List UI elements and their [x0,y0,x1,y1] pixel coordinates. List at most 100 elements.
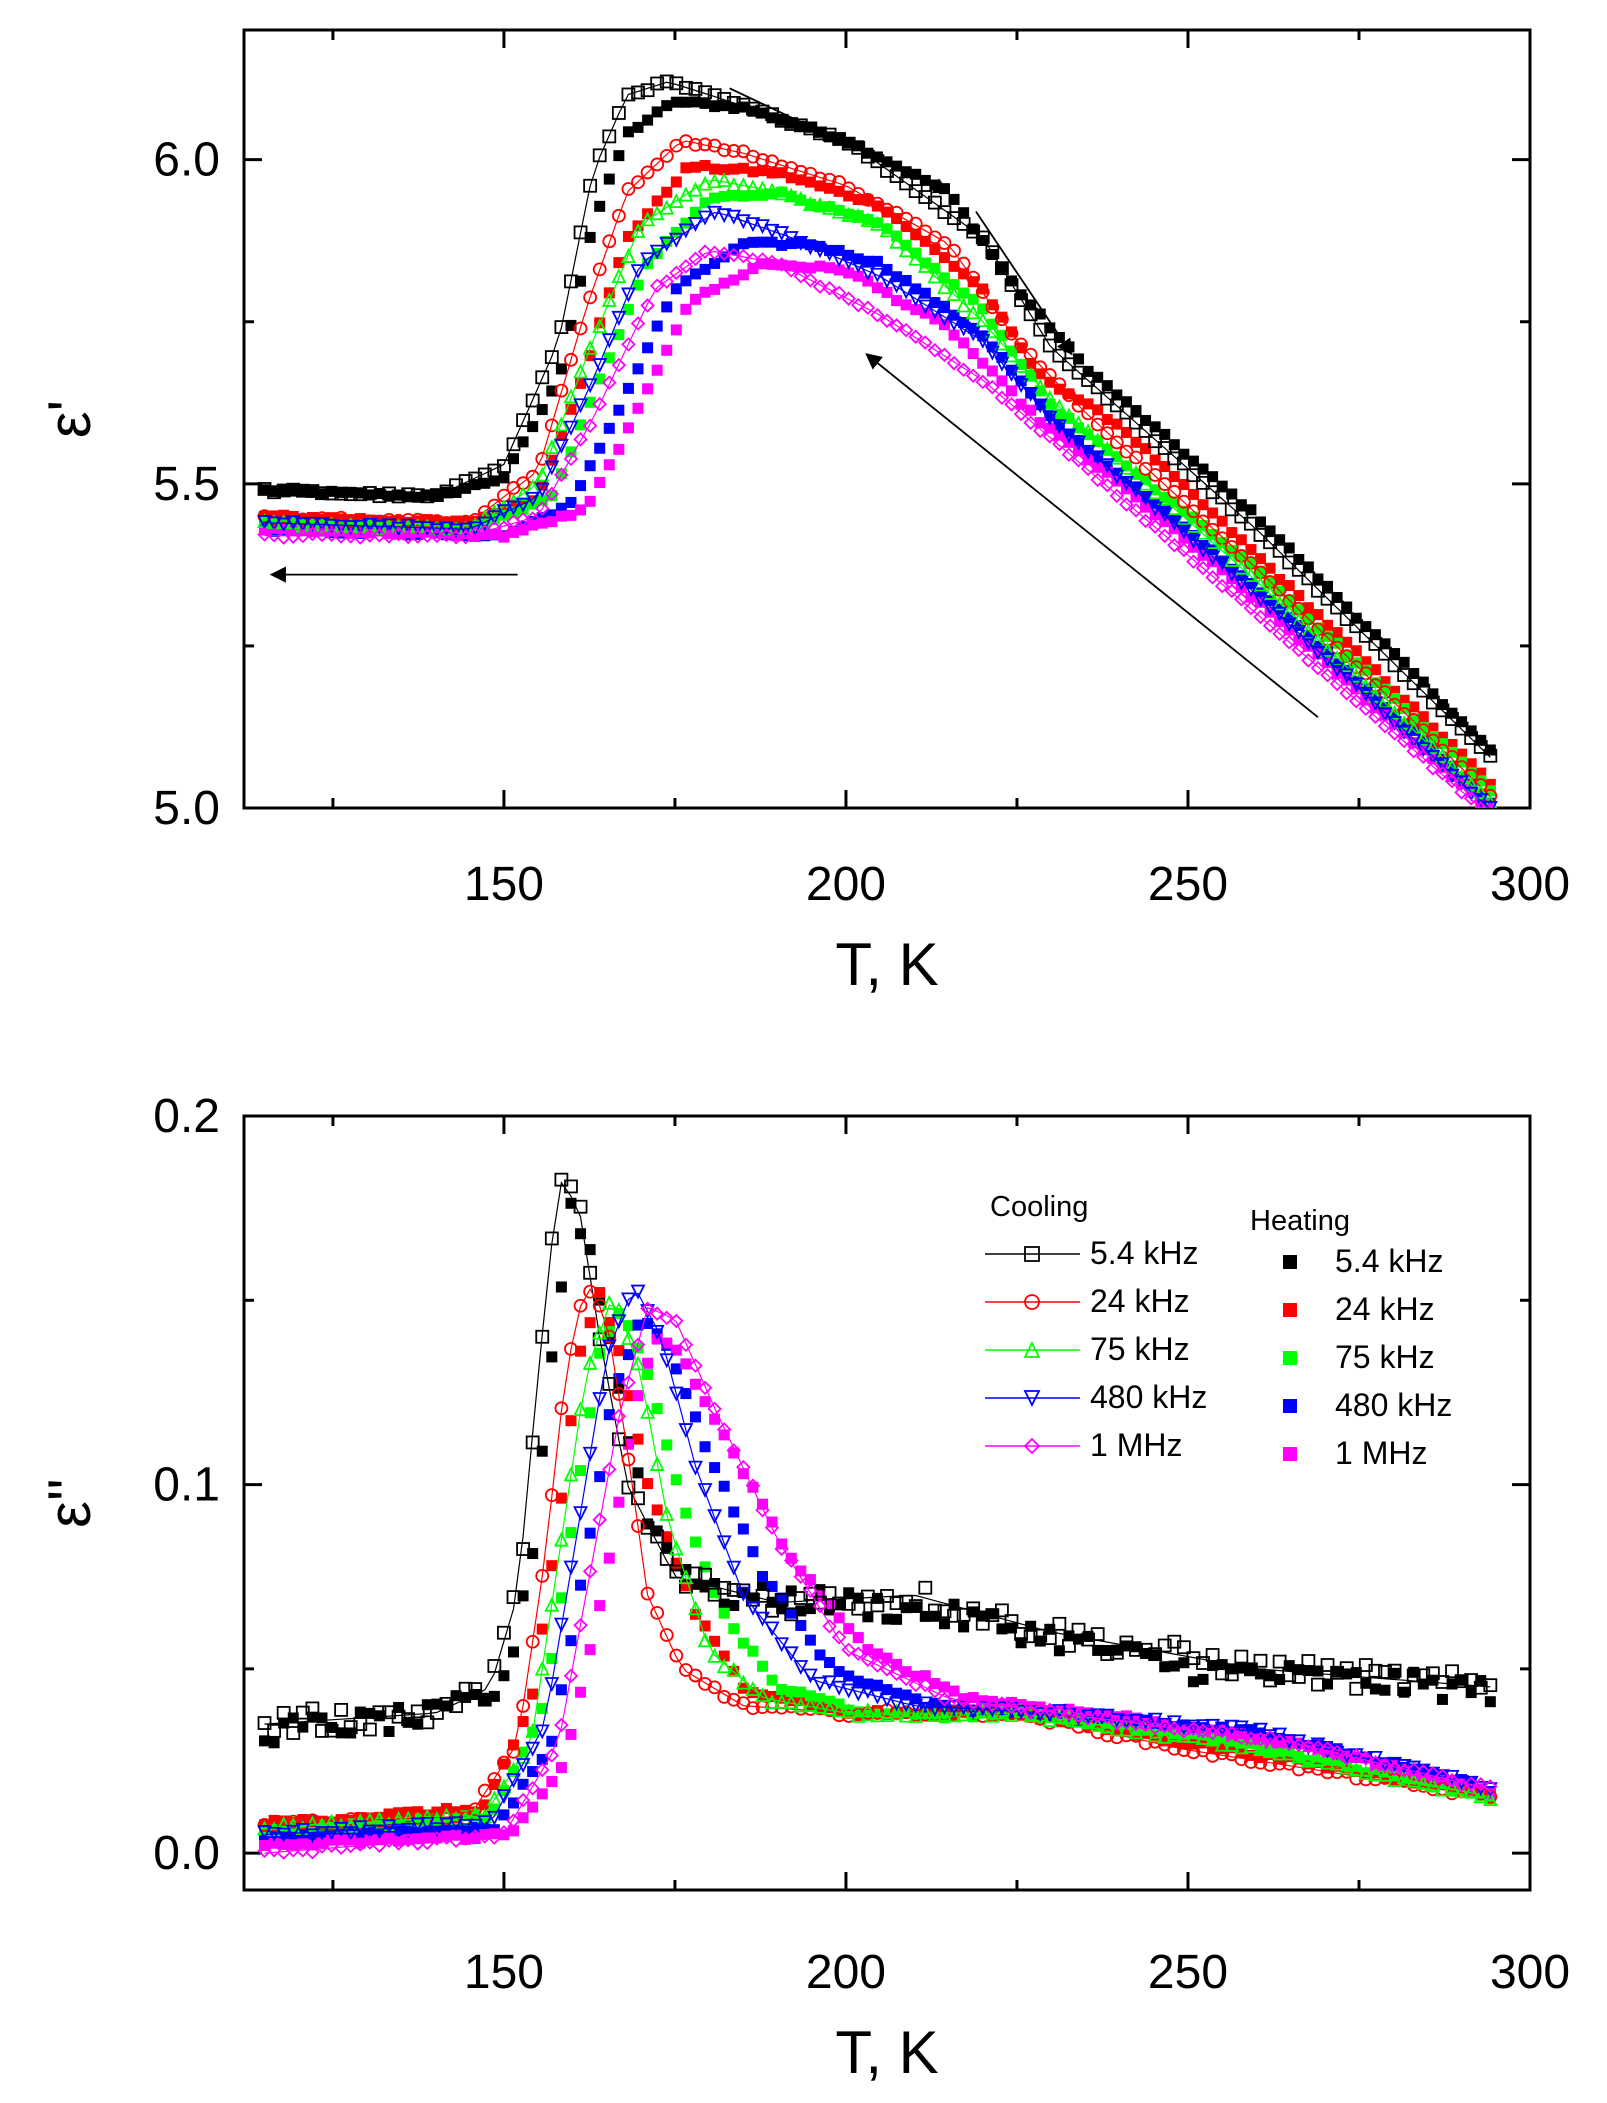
data-point [383,1832,395,1844]
data-point [555,1281,567,1293]
data-point [1042,429,1058,444]
data-point [831,1702,847,1718]
data-point [1157,528,1172,544]
data-point [1025,387,1037,399]
data-point [565,509,577,521]
data-point [1330,1665,1344,1680]
data-point [1082,1630,1094,1642]
data-point [1377,1766,1393,1782]
data-point [757,165,769,177]
data-point [977,1695,989,1707]
data-point [661,1541,673,1553]
data-point [659,236,675,252]
data-point [812,1676,828,1692]
data-point [582,378,598,394]
data-point [889,1703,905,1719]
data-point [1216,515,1228,527]
data-point [899,1594,914,1609]
data-point [1475,1675,1487,1687]
data-point [449,478,463,493]
data-point [689,1411,701,1423]
data-point [1111,451,1123,463]
data-point [1090,472,1105,488]
data-point [536,1623,548,1635]
data-point [259,1827,271,1839]
data-point [381,1819,397,1835]
data-point [1416,749,1431,765]
data-point [1465,758,1477,770]
data-point [948,279,960,291]
data-point [1025,1707,1037,1719]
data-point [707,173,723,189]
data-point [477,467,492,482]
data-point [860,212,876,227]
data-point [315,486,329,501]
data-point [1101,1709,1113,1721]
data-point [1358,677,1374,693]
data-point [1061,447,1077,462]
data-point [1434,1781,1450,1797]
data-point [661,1439,673,1451]
data-point [1099,440,1115,456]
data-point [1272,1654,1287,1669]
data-point [814,240,826,252]
data-point [984,1702,1000,1718]
data-point [852,1675,864,1687]
data-point [726,209,742,225]
data-point [1063,1630,1075,1642]
data-point [919,1710,931,1722]
data-point [573,1199,588,1214]
data-point [1262,1743,1278,1759]
data-point [343,529,358,544]
data-point [843,1587,855,1599]
data-point [1291,624,1307,640]
data-point [527,1801,539,1813]
series-cooling-480-khz [257,205,1498,808]
data-point [1417,711,1429,723]
data-point [603,1409,615,1421]
data-point [871,1648,883,1660]
data-point [1207,1742,1219,1754]
data-point [1484,785,1496,797]
data-point [996,1698,1008,1710]
data-point [678,223,694,239]
data-point [1051,1704,1067,1720]
legend-cooling-title: Cooling [990,1191,1088,1223]
data-point [680,96,692,108]
data-point [1408,1666,1420,1678]
data-point [680,1580,692,1592]
data-point [498,1670,510,1682]
data-point [669,76,684,91]
data-point [1138,491,1154,506]
data-point [534,1660,550,1676]
data-point [306,1711,318,1723]
data-point [642,114,654,126]
data-point [1312,609,1324,621]
data-point [544,460,560,476]
data-point [717,1689,732,1704]
legend-marker [1283,1303,1297,1317]
data-point [1341,649,1353,661]
data-point [783,187,799,203]
data-point [1322,580,1334,592]
data-point [1109,1721,1125,1737]
data-point [1099,458,1115,474]
data-point [594,1600,606,1612]
data-point [1322,1678,1334,1690]
data-point [745,1601,761,1616]
data-point [661,1531,673,1543]
data-point [479,529,491,541]
data-point [468,1802,483,1817]
data-point [448,1816,464,1832]
data-point [793,190,809,206]
data-point [544,1677,560,1693]
data-point [927,195,942,210]
data-point [343,487,358,502]
data-point [1052,377,1067,392]
data-point [546,1776,558,1788]
data-point [783,1553,799,1568]
data-point [1389,1667,1401,1679]
data-point [880,202,894,217]
data-point [1023,307,1038,322]
data-point [927,342,943,358]
